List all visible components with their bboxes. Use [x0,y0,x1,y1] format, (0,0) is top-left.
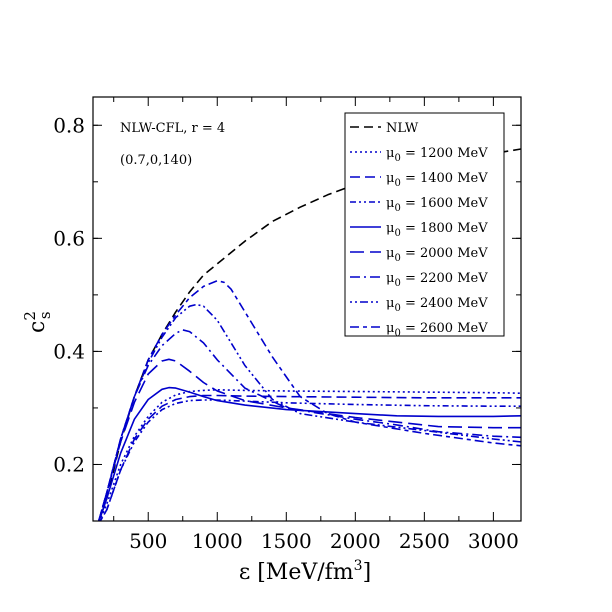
legend-label-5: μ0 = 2000 MeV [386,246,488,264]
legend-box [344,112,505,337]
legend-label-3: μ0 = 1600 MeV [386,196,488,214]
annotation-model: NLW-CFL, r = 4 [120,121,225,136]
legend-label-6: μ0 = 2200 MeV [386,271,488,289]
x-tick-label: 2500 [399,529,450,553]
legend-label-4: μ0 = 1800 MeV [386,221,488,239]
series-line-8 [97,279,521,521]
y-axis-label: c2s [21,311,54,333]
x-tick-label: 2000 [330,529,381,553]
legend-label-1: μ0 = 1200 MeV [386,146,488,164]
x-tick-label: 500 [129,529,167,553]
svg-text:c2s: c2s [21,311,54,333]
series-line-4 [98,386,521,521]
annotation-params: (0.7,0,140) [120,153,192,168]
legend: NLW μ0 = 1200 MeV μ0 = 1400 MeV μ0 = 1600 M… [344,112,505,339]
legend-label-7: μ0 = 2400 MeV [386,296,488,314]
x-tick-label: 1500 [261,529,312,553]
y-tick-label: 0.8 [53,113,85,137]
legend-label-8: μ0 = 2600 MeV [386,321,488,339]
y-tick-label: 0.6 [53,226,85,250]
series-line-5 [97,358,521,521]
plot-frame [92,96,522,522]
ticks-layer: 500 1000 1500 2000 2500 3000 0.2 0.4 0.6 0.8 [53,97,521,553]
legend-label-2: μ0 = 1400 MeV [386,171,488,189]
x-axis-label: ε [MeV/fm3] [239,558,371,585]
series-line-3 [99,399,521,521]
legend-label-0: NLW [386,121,419,136]
series-line-7 [97,303,521,521]
x-tick-label: 3000 [468,529,519,553]
x-tick-label: 1000 [192,529,243,553]
y-tick-label: 0.4 [53,339,85,363]
y-tick-label: 0.2 [53,452,85,476]
